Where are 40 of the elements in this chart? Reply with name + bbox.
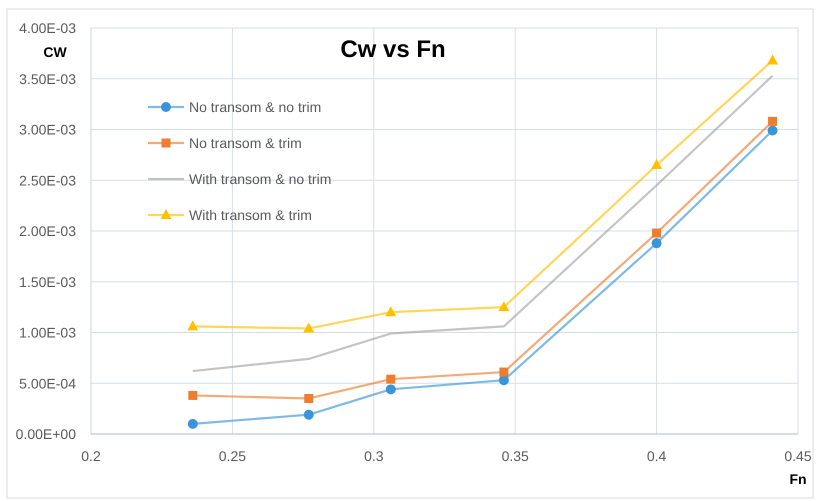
point — [386, 374, 396, 384]
legend-label: No transom & no trim — [189, 99, 322, 115]
x-tick-label: 0.45 — [784, 448, 812, 464]
y-tick-label: 4.00E-03 — [19, 20, 76, 36]
point — [385, 306, 396, 316]
y-tick-label: 1.50E-03 — [19, 274, 76, 290]
legend-label: No transom & trim — [189, 135, 302, 151]
y-tick-label: 2.50E-03 — [19, 172, 76, 188]
x-tick-label: 0.3 — [364, 448, 384, 464]
point — [499, 368, 508, 377]
y-tick-label: 2.00E-03 — [19, 223, 76, 239]
point — [652, 228, 662, 238]
point — [188, 390, 198, 400]
point — [304, 394, 314, 403]
legend-label: With transom & trim — [189, 207, 312, 223]
point — [768, 126, 778, 136]
y-tick-label: 3.00E-03 — [19, 122, 76, 138]
point — [768, 116, 778, 126]
y-axis-title: CW — [43, 44, 68, 60]
chart-title: Cw vs Fn — [340, 36, 446, 63]
point — [303, 322, 314, 332]
point — [652, 238, 662, 248]
point — [498, 375, 509, 386]
point — [651, 159, 662, 170]
y-tick-label: 5.00E-04 — [19, 375, 76, 392]
y-tick-label: 0.00E+00 — [16, 426, 76, 442]
point — [187, 320, 198, 330]
legend-label: With transom & no trim — [189, 171, 332, 187]
y-tick-label: 3.50E-03 — [19, 70, 76, 87]
x-tick-label: 0.4 — [646, 448, 667, 464]
x-tick-label: 0.25 — [218, 448, 246, 464]
x-axis-title: Fn — [789, 471, 807, 487]
y-tick-label: 1.00E-03 — [19, 324, 76, 340]
point — [498, 301, 510, 312]
point — [767, 54, 778, 64]
point — [304, 410, 314, 420]
point — [188, 418, 198, 429]
x-tick-label: 0.2 — [81, 448, 101, 464]
x-tick-label: 0.35 — [502, 448, 530, 464]
point — [386, 384, 396, 394]
